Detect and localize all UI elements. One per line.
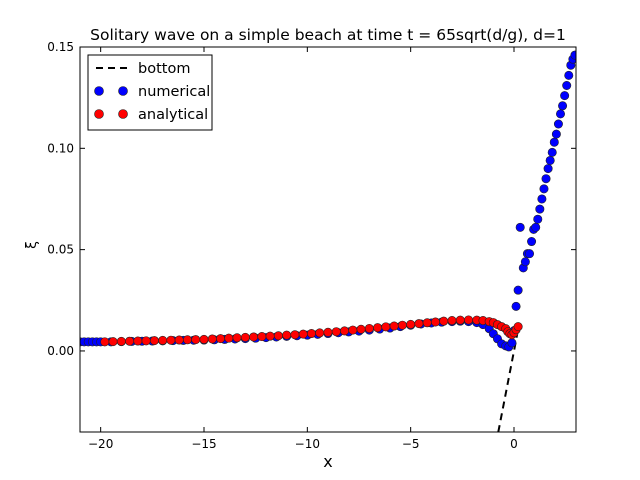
data-point-analytical bbox=[430, 317, 440, 327]
data-point-analytical bbox=[323, 327, 333, 337]
y-tick-label: 0.10 bbox=[47, 141, 74, 155]
data-point-analytical bbox=[389, 321, 399, 331]
data-point-analytical bbox=[149, 336, 159, 346]
data-point-analytical bbox=[422, 318, 432, 328]
data-point-analytical bbox=[290, 330, 300, 340]
x-tick-label: 0 bbox=[510, 437, 518, 451]
legend-swatch-numerical bbox=[118, 86, 128, 96]
legend-label-bottom: bottom bbox=[138, 61, 190, 77]
data-point-analytical bbox=[100, 337, 110, 347]
data-point-numerical bbox=[539, 184, 549, 194]
legend-label-numerical: numerical bbox=[138, 84, 210, 100]
series-line-bottom bbox=[497, 334, 519, 432]
data-point-numerical bbox=[562, 81, 572, 91]
data-point-analytical bbox=[356, 324, 366, 334]
data-point-analytical bbox=[414, 319, 424, 329]
data-point-numerical bbox=[560, 91, 570, 101]
data-point-numerical bbox=[551, 129, 561, 139]
plot-area bbox=[80, 50, 576, 432]
data-point-analytical bbox=[331, 327, 341, 337]
data-point-numerical bbox=[507, 338, 517, 348]
data-point-analytical bbox=[364, 323, 374, 333]
data-point-analytical bbox=[340, 326, 350, 336]
data-point-numerical bbox=[511, 301, 521, 311]
data-point-analytical bbox=[447, 316, 457, 326]
data-point-numerical bbox=[555, 109, 565, 119]
data-point-numerical bbox=[535, 204, 545, 214]
data-point-analytical bbox=[397, 320, 407, 330]
data-point-numerical bbox=[549, 137, 559, 147]
data-point-analytical bbox=[306, 329, 316, 339]
legend-swatch-analytical bbox=[94, 109, 104, 119]
data-point-analytical bbox=[182, 335, 192, 345]
x-tick-label: −15 bbox=[191, 437, 216, 451]
data-point-analytical bbox=[108, 337, 118, 347]
series-analytical bbox=[100, 315, 523, 347]
plot-content bbox=[80, 50, 576, 432]
data-point-analytical bbox=[406, 319, 416, 329]
data-point-analytical bbox=[116, 336, 126, 346]
data-point-analytical bbox=[199, 334, 209, 344]
data-point-analytical bbox=[166, 335, 176, 345]
data-point-analytical bbox=[141, 336, 151, 346]
legend: bottom numerical analytical bbox=[87, 54, 213, 131]
data-point-analytical bbox=[298, 329, 308, 339]
data-point-analytical bbox=[240, 332, 250, 342]
data-point-numerical bbox=[531, 222, 541, 232]
data-point-analytical bbox=[455, 315, 465, 325]
data-point-analytical bbox=[249, 332, 259, 342]
data-point-analytical bbox=[224, 333, 234, 343]
data-point-numerical bbox=[558, 101, 568, 111]
y-tick-label: 0.05 bbox=[47, 243, 74, 257]
data-point-analytical bbox=[373, 323, 383, 333]
data-point-analytical bbox=[513, 322, 523, 332]
data-point-analytical bbox=[464, 315, 474, 325]
x-tick-label: −10 bbox=[295, 437, 320, 451]
data-point-analytical bbox=[282, 330, 292, 340]
data-point-numerical bbox=[564, 70, 574, 80]
x-axis-label: x bbox=[323, 452, 332, 471]
chart-title: Solitary wave on a simple beach at time … bbox=[90, 26, 566, 44]
data-point-analytical bbox=[439, 316, 449, 326]
axes-frame bbox=[79, 46, 577, 433]
legend-swatch-analytical bbox=[118, 109, 128, 119]
data-point-numerical bbox=[513, 285, 523, 295]
data-point-analytical bbox=[265, 331, 275, 341]
data-point-numerical bbox=[520, 257, 530, 267]
data-point-numerical bbox=[545, 155, 555, 165]
data-point-analytical bbox=[348, 325, 358, 335]
data-point-numerical bbox=[570, 50, 576, 60]
data-point-analytical bbox=[133, 336, 143, 346]
data-point-analytical bbox=[191, 335, 201, 345]
data-point-analytical bbox=[158, 335, 168, 345]
axes: −20 −15 −10 −5 0 0.00 0.05 0.10 0.15 bbox=[47, 40, 577, 451]
data-point-numerical bbox=[515, 222, 525, 232]
data-point-numerical bbox=[547, 147, 557, 157]
data-point-analytical bbox=[381, 322, 391, 332]
data-point-numerical bbox=[541, 174, 551, 184]
data-point-analytical bbox=[216, 334, 226, 344]
data-point-analytical bbox=[257, 332, 267, 342]
data-point-analytical bbox=[207, 334, 217, 344]
y-tick-label: 0.15 bbox=[47, 40, 74, 54]
data-point-numerical bbox=[524, 249, 534, 259]
data-point-analytical bbox=[125, 336, 135, 346]
data-point-analytical bbox=[174, 335, 184, 345]
y-axis-label: ξ bbox=[24, 241, 40, 249]
data-point-numerical bbox=[553, 119, 563, 129]
legend-swatch-numerical bbox=[94, 86, 104, 96]
data-point-analytical bbox=[232, 333, 242, 343]
x-tick-label: −5 bbox=[402, 437, 420, 451]
y-tick-label: 0.00 bbox=[47, 344, 74, 358]
data-point-numerical bbox=[533, 214, 543, 224]
data-point-numerical bbox=[527, 237, 537, 247]
legend-label-analytical: analytical bbox=[138, 107, 208, 123]
data-point-numerical bbox=[537, 194, 547, 204]
data-point-analytical bbox=[315, 328, 325, 338]
data-point-analytical bbox=[273, 331, 283, 341]
x-tick-label: −20 bbox=[88, 437, 113, 451]
data-point-numerical bbox=[543, 164, 553, 174]
